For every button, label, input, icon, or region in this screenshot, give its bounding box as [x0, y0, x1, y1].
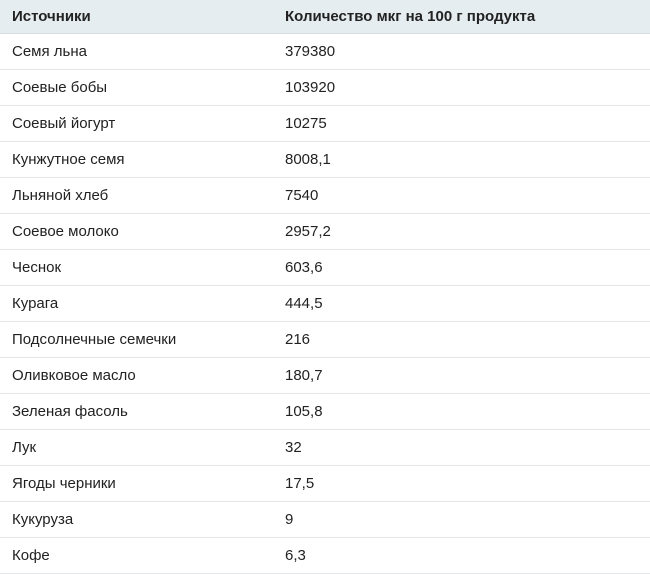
cell-source: Подсолнечные семечки: [0, 322, 273, 358]
table-row: Семя льна379380: [0, 34, 650, 70]
cell-source: Кунжутное семя: [0, 142, 273, 178]
table-row: Кунжутное семя8008,1: [0, 142, 650, 178]
cell-source: Льняной хлеб: [0, 178, 273, 214]
table-header-row: Источники Количество мкг на 100 г продук…: [0, 0, 650, 34]
table-row: Зеленая фасоль105,8: [0, 394, 650, 430]
column-header-sources: Источники: [0, 0, 273, 34]
table-row: Оливковое масло180,7: [0, 358, 650, 394]
data-table: Источники Количество мкг на 100 г продук…: [0, 0, 650, 574]
cell-source: Ягоды черники: [0, 466, 273, 502]
cell-amount: 7540: [273, 178, 650, 214]
cell-amount: 8008,1: [273, 142, 650, 178]
cell-amount: 444,5: [273, 286, 650, 322]
cell-source: Семя льна: [0, 34, 273, 70]
table-row: Льняной хлеб7540: [0, 178, 650, 214]
table-row: Курага444,5: [0, 286, 650, 322]
table-row: Лук32: [0, 430, 650, 466]
cell-amount: 2957,2: [273, 214, 650, 250]
cell-amount: 9: [273, 502, 650, 538]
cell-amount: 6,3: [273, 538, 650, 574]
cell-amount: 105,8: [273, 394, 650, 430]
cell-source: Соевое молоко: [0, 214, 273, 250]
cell-source: Оливковое масло: [0, 358, 273, 394]
cell-source: Зеленая фасоль: [0, 394, 273, 430]
cell-amount: 216: [273, 322, 650, 358]
table-row: Чеснок603,6: [0, 250, 650, 286]
cell-amount: 103920: [273, 70, 650, 106]
table-row: Кофе6,3: [0, 538, 650, 574]
cell-source: Кофе: [0, 538, 273, 574]
table-row: Соевые бобы103920: [0, 70, 650, 106]
table-row: Подсолнечные семечки216: [0, 322, 650, 358]
cell-source: Курага: [0, 286, 273, 322]
cell-source: Чеснок: [0, 250, 273, 286]
cell-amount: 603,6: [273, 250, 650, 286]
table-row: Соевый йогурт10275: [0, 106, 650, 142]
table-row: Соевое молоко2957,2: [0, 214, 650, 250]
cell-source: Соевые бобы: [0, 70, 273, 106]
cell-amount: 180,7: [273, 358, 650, 394]
cell-source: Соевый йогурт: [0, 106, 273, 142]
cell-source: Кукуруза: [0, 502, 273, 538]
cell-source: Лук: [0, 430, 273, 466]
column-header-amount: Количество мкг на 100 г продукта: [273, 0, 650, 34]
table-body: Семя льна379380 Соевые бобы103920 Соевый…: [0, 34, 650, 574]
table-row: Кукуруза9: [0, 502, 650, 538]
cell-amount: 32: [273, 430, 650, 466]
table-row: Ягоды черники17,5: [0, 466, 650, 502]
cell-amount: 379380: [273, 34, 650, 70]
cell-amount: 17,5: [273, 466, 650, 502]
cell-amount: 10275: [273, 106, 650, 142]
